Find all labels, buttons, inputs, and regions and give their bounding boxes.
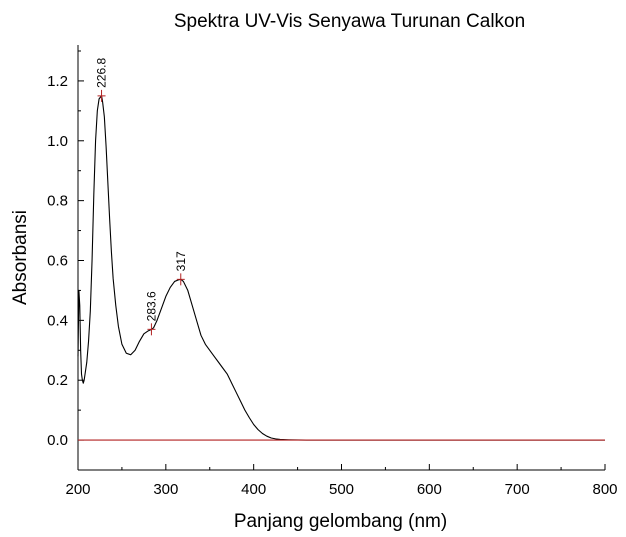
y-tick-label: 0.8 xyxy=(47,193,68,210)
y-tick-label: 1.2 xyxy=(47,73,68,90)
peak-label: 317 xyxy=(174,251,188,271)
x-tick-label: 400 xyxy=(241,481,266,498)
series-layer xyxy=(77,95,605,441)
x-tick-label: 300 xyxy=(153,481,178,498)
y-tick-label: 0.4 xyxy=(47,312,68,329)
plot-frame xyxy=(77,45,605,471)
absorbance-series-line xyxy=(77,95,605,441)
y-axis-label: Absorbansi xyxy=(10,210,31,305)
x-axis-label: Panjang gelombang (nm) xyxy=(234,511,447,532)
x-tick-label: 500 xyxy=(329,481,354,498)
y-tick-label: 0.0 xyxy=(47,432,68,449)
x-tick-label: 800 xyxy=(592,481,617,498)
peak-label: 226.8 xyxy=(95,58,109,88)
y-tick-label: 1.0 xyxy=(47,133,68,150)
x-tick-label: 600 xyxy=(417,481,442,498)
chart-title: Spektra UV-Vis Senyawa Turunan Calkon xyxy=(174,11,525,32)
y-axis: 0.0 0.2 0.4 0.6 0.8 1.0 1.2 xyxy=(47,50,84,471)
y-tick-label: 0.6 xyxy=(47,252,68,269)
x-tick-label: 200 xyxy=(65,481,90,498)
x-axis: 200 300 400 500 600 700 800 xyxy=(65,464,618,498)
x-tick-label: 700 xyxy=(505,481,530,498)
peak-label: 283.6 xyxy=(144,291,158,321)
peak-annotations: 226.8 283.6 317 xyxy=(95,58,188,336)
y-tick-label: 0.2 xyxy=(47,372,68,389)
